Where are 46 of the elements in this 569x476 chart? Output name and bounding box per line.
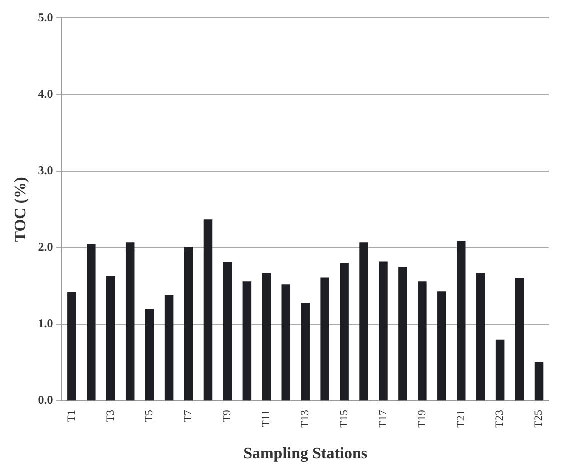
x-tick-label: T17 — [377, 410, 390, 428]
x-tick-label: T3 — [104, 410, 117, 422]
y-tick-label: 3.0 — [38, 163, 54, 178]
bar — [515, 278, 524, 401]
x-tick-label: T15 — [338, 410, 350, 428]
x-tick-label: T7 — [182, 410, 195, 422]
bar — [360, 242, 368, 401]
y-tick-label: 2.0 — [38, 240, 54, 254]
bar — [204, 220, 213, 401]
x-tick-label: T11 — [260, 410, 273, 428]
y-tick-label: 1.0 — [38, 316, 54, 331]
bar — [106, 276, 116, 401]
x-axis-title: Sampling Stations — [244, 446, 368, 463]
bar — [418, 282, 427, 401]
bar — [438, 292, 446, 401]
x-tick-label: T13 — [299, 410, 312, 428]
y-axis-title: TOC (%) — [12, 177, 30, 242]
y-tick-label: 4.0 — [38, 86, 54, 101]
x-tick-label: T5 — [144, 410, 156, 422]
bar — [340, 263, 349, 401]
bar — [476, 273, 486, 401]
bar — [242, 282, 252, 401]
x-tick-label: T1 — [66, 410, 78, 422]
bar — [164, 295, 174, 401]
bar — [68, 292, 76, 401]
x-tick-label: T9 — [222, 410, 234, 422]
bar — [496, 340, 505, 401]
bar — [456, 241, 466, 401]
bar — [320, 278, 330, 401]
bar — [282, 284, 291, 401]
y-tick-label: 0.0 — [38, 393, 54, 408]
bar — [262, 273, 272, 401]
x-tick-label: T21 — [455, 410, 468, 428]
bar — [145, 309, 154, 401]
bar — [398, 267, 408, 401]
bar — [379, 262, 388, 401]
bar — [223, 262, 232, 401]
x-tick-label: T19 — [416, 410, 428, 428]
bar — [534, 362, 544, 401]
bar — [126, 242, 135, 401]
bar — [301, 303, 310, 401]
bar — [87, 244, 96, 401]
bar — [184, 247, 194, 401]
x-tick-label: T25 — [533, 410, 546, 428]
x-tick-label: T23 — [494, 410, 506, 428]
y-tick-label: 5.0 — [38, 10, 54, 24]
